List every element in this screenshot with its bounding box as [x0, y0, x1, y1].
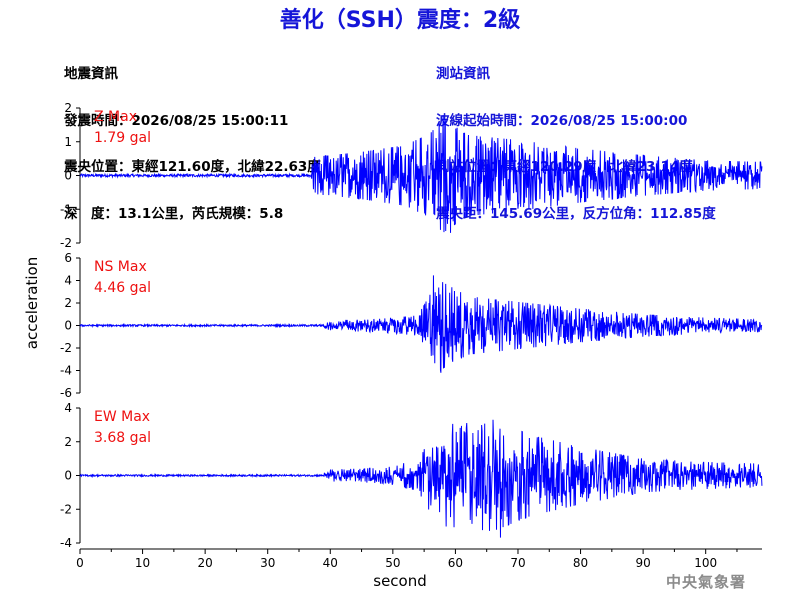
y-tick-label: 4	[64, 274, 72, 288]
y-tick-label: -2	[60, 236, 72, 250]
y-tick-label: 2	[64, 296, 72, 310]
waveform-z	[79, 115, 763, 233]
y-tick-label: -1	[60, 202, 72, 216]
waveform-start-time: 波線起始時間：2026/08/25 15:00:00	[436, 112, 688, 129]
y-tick-label: -2	[60, 502, 72, 516]
quake-info-heading: 地震資訊	[64, 66, 118, 82]
y-tick-label: -4	[60, 536, 72, 550]
y-tick-label: 1	[64, 135, 72, 149]
x-tick-label: 40	[323, 556, 338, 570]
max-value-z: 1.79 gal	[94, 130, 151, 146]
max-label-ew: EW Max	[94, 409, 150, 425]
y-tick-label: 2	[64, 101, 72, 115]
y-tick-label: -2	[60, 341, 72, 355]
x-tick-label: 0	[76, 556, 84, 570]
x-tick-label: 30	[260, 556, 275, 570]
y-tick-label: 0	[64, 469, 72, 483]
x-tick-label: 70	[510, 556, 525, 570]
y-tick-label: 2	[64, 435, 72, 449]
depth-magnitude: 深 度：13.1公里，芮氏規模：5.8	[64, 205, 284, 222]
y-tick-label: 0	[64, 319, 72, 333]
waveform-ns	[79, 275, 763, 373]
y-axis-label: acceleration	[23, 257, 41, 349]
y-tick-label: 0	[64, 169, 72, 183]
x-tick-label: 50	[385, 556, 400, 570]
epicenter: 震央位置：東經121.60度，北緯22.63度	[64, 159, 321, 175]
y-tick-label: -6	[60, 386, 72, 400]
x-tick-label: 100	[694, 556, 717, 570]
waveform-ew	[79, 419, 763, 538]
max-label-ns: NS Max	[94, 259, 147, 275]
max-label-z: Z Max	[94, 109, 137, 125]
quake-info-block: 地震資訊 發震時間：2026/08/25 15:00:11 震央位置：東經121…	[64, 36, 321, 238]
max-value-ew: 3.68 gal	[94, 430, 151, 446]
max-value-ns: 4.46 gal	[94, 280, 151, 296]
x-tick-label: 10	[135, 556, 150, 570]
x-tick-label: 80	[573, 556, 588, 570]
x-tick-label: 20	[197, 556, 212, 570]
origin-time: 發震時間：2026/08/25 15:00:11	[64, 112, 289, 129]
station-info-heading: 測站資訊	[436, 66, 490, 82]
y-tick-label: 4	[64, 401, 72, 415]
y-tick-label: 6	[64, 251, 72, 265]
chart-title: 善化（SSH）震度：2級	[279, 8, 521, 33]
x-tick-label: 90	[635, 556, 650, 570]
y-tick-label: -4	[60, 364, 72, 378]
x-tick-label: 60	[448, 556, 463, 570]
agency-footer: 中央氣象署	[665, 573, 746, 591]
x-axis-label: second	[373, 572, 427, 590]
